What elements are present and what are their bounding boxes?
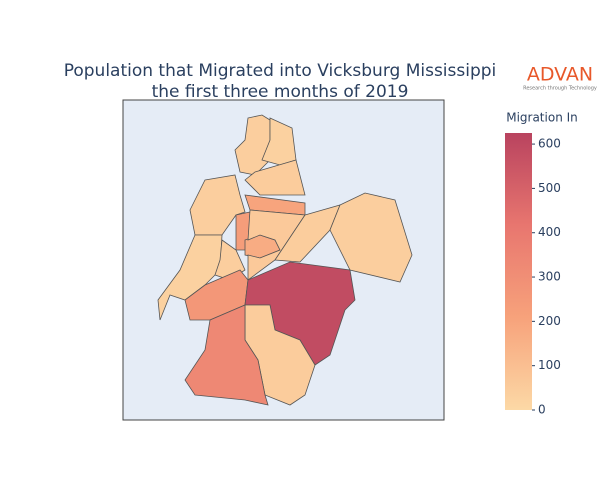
region: [329, 192, 413, 283]
region: [274, 204, 341, 263]
colorbar-tick-label: 600: [538, 137, 561, 151]
colorbar-tick-label: 300: [538, 270, 561, 284]
colorbar-tick-label: 100: [538, 358, 561, 372]
colorbar-tick-label: 200: [538, 314, 561, 328]
region: [184, 304, 269, 406]
colorbar-tick-label: 0: [538, 403, 546, 417]
region: [244, 159, 306, 196]
logo: ADVAN: [527, 64, 593, 86]
colorbar: [505, 133, 532, 410]
regions: [157, 114, 413, 406]
map-subtitle: the first three months of 2019: [152, 82, 409, 102]
colorbar-tick-label: 500: [538, 181, 561, 195]
colorbar-title: Migration In: [506, 111, 578, 125]
logo-tagline: Research through Technology: [523, 86, 597, 92]
colorbar-tick-label: 400: [538, 225, 561, 239]
map-title: Population that Migrated into Vicksburg …: [64, 61, 497, 81]
